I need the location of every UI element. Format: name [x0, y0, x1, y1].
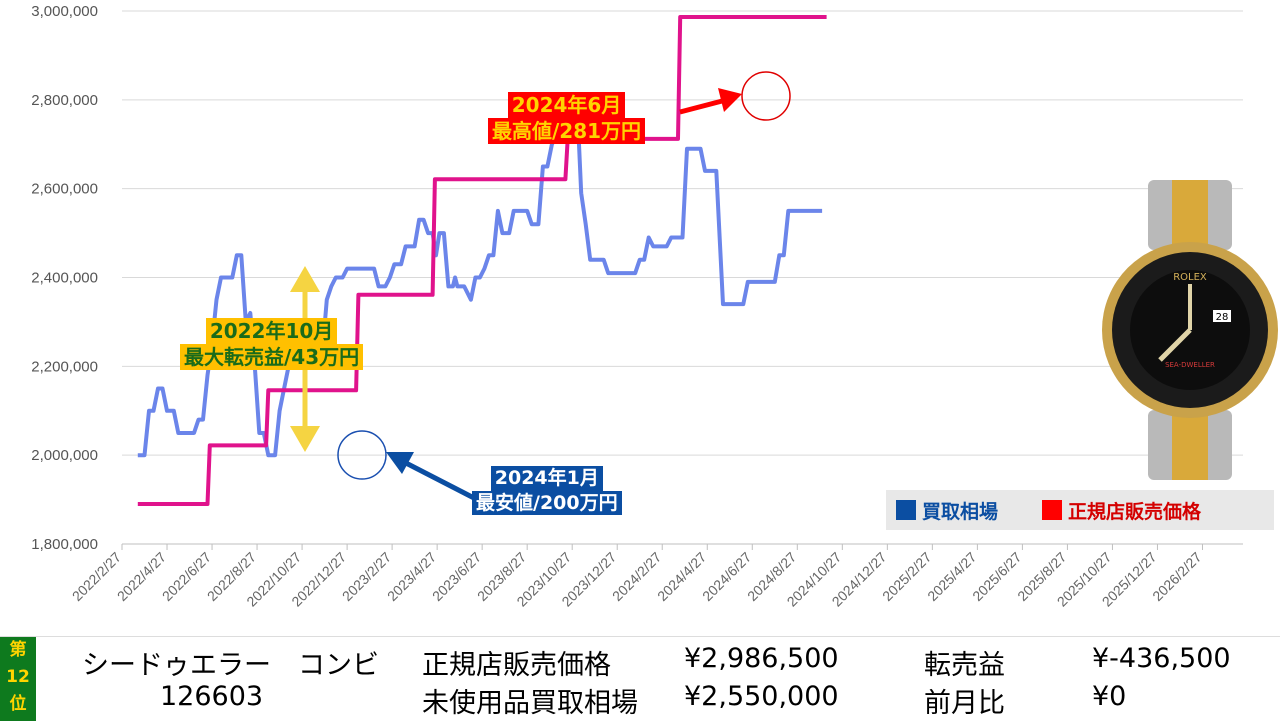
- annotation-high: 2024年6月 最高値/281万円: [488, 92, 646, 144]
- retail-label: 正規店販売価格: [422, 650, 611, 681]
- annotation-low: 2024年1月 最安値/200万円: [472, 466, 622, 516]
- rank-char-1: 第: [9, 640, 27, 660]
- y-tick-label: 2,600,000: [31, 181, 98, 198]
- y-tick-label: 2,000,000: [31, 447, 98, 464]
- low-arrowhead: [386, 452, 414, 474]
- y-tick-label: 2,800,000: [31, 92, 98, 109]
- y-tick-label: 2,200,000: [31, 358, 98, 375]
- profit-arrow-up: [290, 266, 320, 292]
- y-axis-ticks: 1,800,000 2,000,000 2,200,000 2,400,000 2,60…: [31, 3, 98, 553]
- profit-arrow-down: [290, 426, 320, 452]
- rank-badge: 第 12 位: [0, 637, 36, 721]
- rank-number: 12: [6, 667, 30, 687]
- grid-lines: [121, 10, 1243, 550]
- high-circle: [741, 71, 791, 121]
- high-arrowhead: [718, 88, 742, 112]
- legend-item-retail: 正規店販売価格: [1042, 497, 1201, 524]
- annotation-high-line1: 2024年6月: [507, 92, 626, 118]
- series-line-retail: [137, 15, 827, 506]
- annotation-low-line2: 最安値/200万円: [472, 490, 622, 516]
- x-tick-label: 2026/2/27: [1149, 549, 1205, 605]
- model-name: シードゥエラー コンビ: [82, 650, 379, 681]
- annotation-profit-line2: 最大転売益/43万円: [180, 344, 364, 370]
- profit-value: ¥-436,500: [1092, 643, 1231, 674]
- footer-info: 第 12 位 シードゥエラー コンビ 126603 正規店販売価格 未使用品買取…: [0, 636, 1280, 721]
- annotation-profit-line1: 2022年10月: [205, 318, 338, 344]
- y-tick-label: 3,000,000: [31, 3, 98, 20]
- legend-label-buyback: 買取相場: [922, 500, 999, 523]
- profit-label: 転売益: [924, 650, 1005, 681]
- ref-number: 126603: [160, 681, 264, 712]
- legend: 買取相場 正規店販売価格: [886, 490, 1274, 530]
- mom-value: ¥0: [1092, 681, 1127, 712]
- buyback-label: 未使用品買取相場: [422, 688, 638, 719]
- series-line-buyback: [137, 93, 823, 458]
- high-arrow: [679, 97, 727, 115]
- svg-text:ROLEX: ROLEX: [1173, 272, 1207, 283]
- legend-item-buyback: 買取相場: [896, 497, 998, 524]
- mom-label: 前月比: [924, 688, 1005, 719]
- annotation-high-line2: 最高値/281万円: [488, 118, 646, 144]
- legend-label-retail: 正規店販売価格: [1068, 500, 1202, 523]
- y-tick-label: 1,800,000: [31, 536, 98, 553]
- y-tick-label: 2,400,000: [31, 270, 98, 287]
- svg-text:SEA-DWELLER: SEA-DWELLER: [1165, 361, 1215, 369]
- annotation-low-line1: 2024年1月: [490, 466, 603, 491]
- buyback-value: ¥2,550,000: [684, 681, 839, 712]
- low-circle: [337, 430, 387, 480]
- watch-image: ROLEX SEA-DWELLER 28: [1102, 180, 1278, 480]
- rank-char-2: 位: [9, 694, 27, 714]
- legend-swatch-buyback: [896, 500, 916, 520]
- retail-value: ¥2,986,500: [684, 643, 839, 674]
- price-chart: 1,800,000 2,000,000 2,200,000 2,400,000 2,60…: [31, 3, 1243, 610]
- svg-text:28: 28: [1216, 312, 1229, 323]
- annotation-profit: 2022年10月 最大転売益/43万円: [180, 318, 364, 370]
- legend-swatch-retail: [1042, 500, 1063, 520]
- x-axis-ticks: 2022/2/272022/4/272022/6/272022/8/272022…: [69, 549, 1205, 610]
- low-arrow: [402, 459, 476, 501]
